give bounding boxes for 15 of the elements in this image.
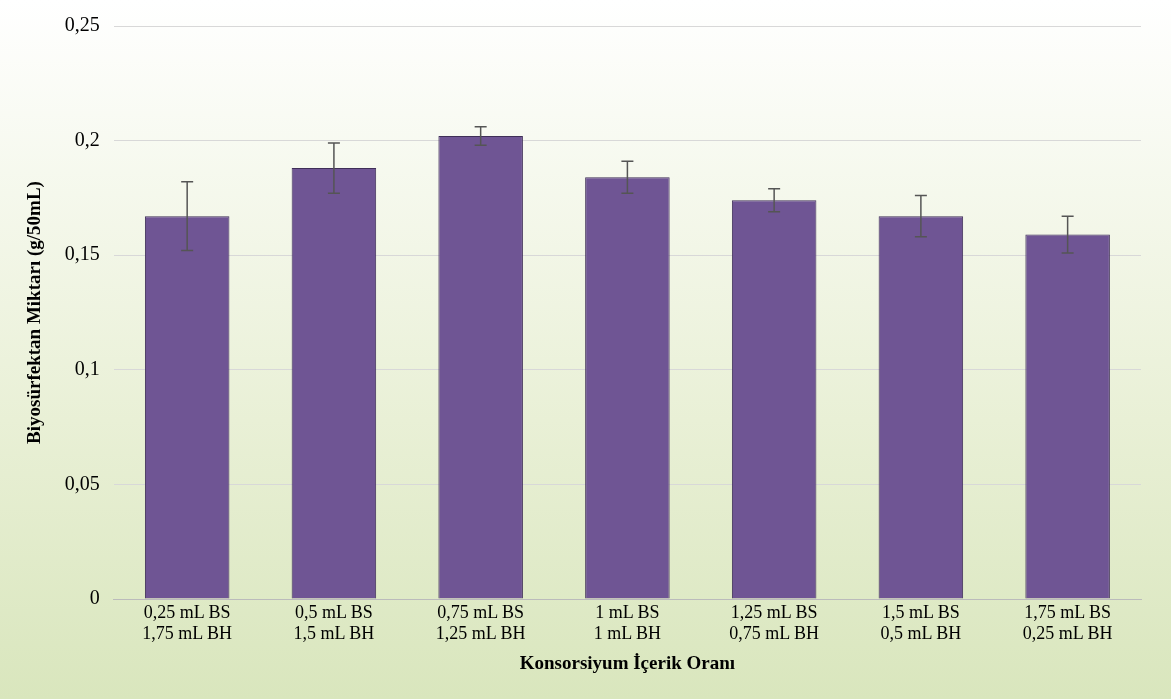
y-axis-title: Biyosürfektan Miktarı (g/50mL) [23, 181, 46, 444]
x-tick-label: 0,75 mL BS 1,25 mL BH [435, 601, 526, 644]
x-axis-title: Konsorsiyum İçerik Oranı [519, 651, 736, 673]
x-tick-label: 0,25 mL BS 1,75 mL BH [142, 601, 233, 644]
y-tick-label: 0,15 [64, 242, 100, 265]
x-tick-label: 1,5 mL BS 0,5 mL BH [880, 601, 962, 644]
y-tick-label: 0,25 [64, 13, 100, 36]
x-tick-label: 1,25 mL BS 0,75 mL BH [729, 601, 820, 644]
y-tick-label: 0 [89, 586, 100, 609]
y-tick-label: 0,2 [74, 127, 100, 150]
x-tick-label: 1 mL BS 1 mL BH [593, 601, 662, 644]
y-tick-label: 0,05 [64, 471, 100, 494]
x-tick-label: 1,75 mL BS 0,25 mL BH [1022, 601, 1113, 644]
x-tick-label: 0,5 mL BS 1,5 mL BH [293, 601, 375, 644]
y-tick-label: 0,1 [74, 357, 100, 380]
